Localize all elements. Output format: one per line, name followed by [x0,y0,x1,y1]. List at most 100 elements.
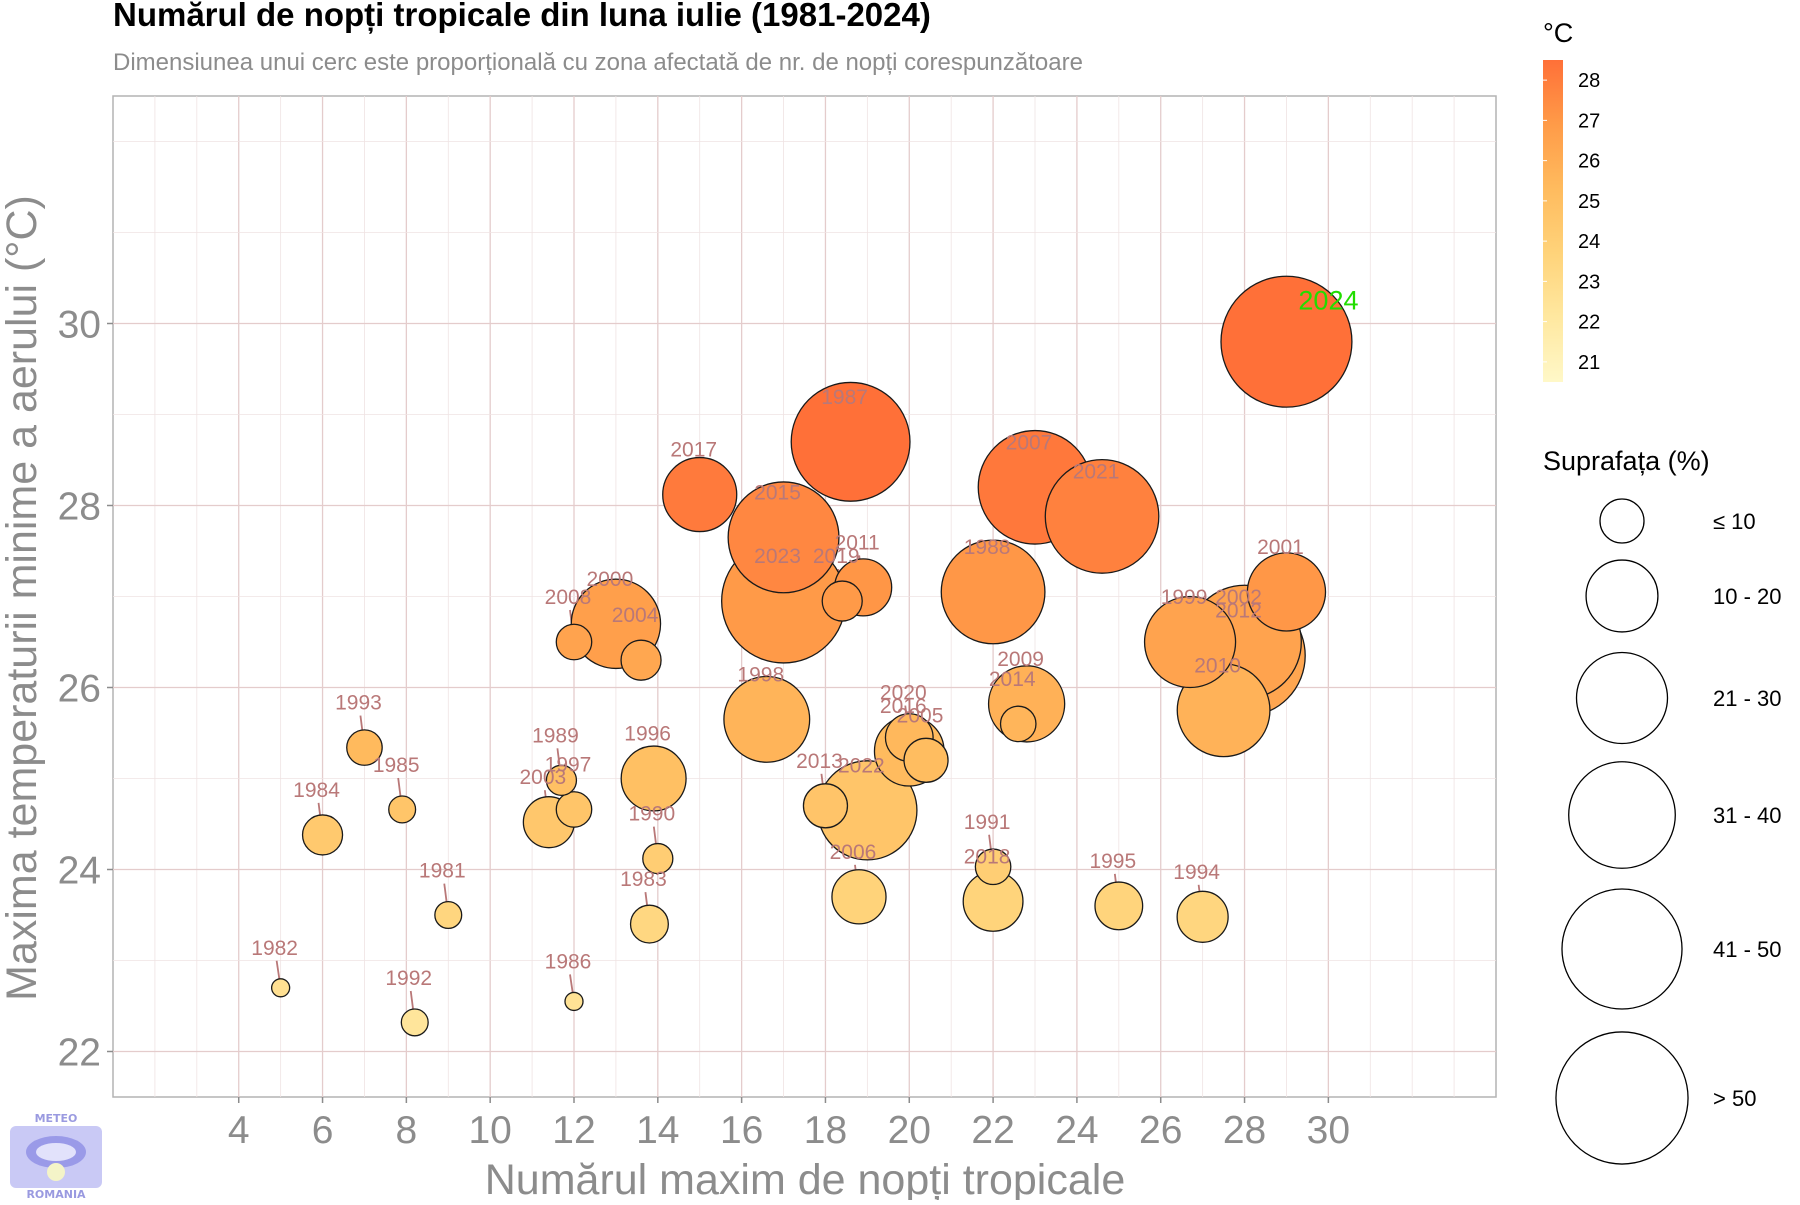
colorbar-label: 21 [1578,352,1600,374]
point-label-2004: 2004 [612,604,659,627]
point-label-1984: 1984 [293,779,340,802]
point-label-1998: 1998 [737,663,784,686]
size-legend-label: 41 - 50 [1713,937,1782,962]
x-tick-label: 6 [312,1109,334,1152]
point-label-1987: 1987 [821,386,868,409]
point-label-1989: 1989 [532,724,579,747]
point-label-2005: 2005 [897,704,944,727]
point-1992 [400,1008,429,1037]
color-legend-title: °C [1543,18,1573,48]
point-label-2017: 2017 [670,439,717,462]
point-label-1997: 1997 [545,753,592,776]
y-tick-label: 22 [58,1032,101,1075]
point-2017 [662,456,738,533]
x-tick-label: 28 [1223,1109,1266,1152]
x-tick-label: 22 [971,1109,1014,1152]
point-1997 [555,791,593,828]
size-legend-circle [1575,651,1669,745]
point-label-2019: 2019 [813,545,860,568]
point-label-2016: 2016 [880,695,927,718]
x-tick-label: 30 [1307,1109,1350,1152]
chart-title: Numărul de nopți tropicale din luna iuli… [113,0,931,34]
x-tick-label: 24 [1055,1109,1098,1152]
x-tick-label: 26 [1139,1109,1182,1152]
data-points [270,275,1353,1037]
point-1986 [564,991,584,1012]
point-label-2001: 2001 [1257,536,1304,559]
point-2013 [802,783,849,829]
point-1990 [642,842,674,875]
point-label-1996: 1996 [624,723,671,746]
point-2019 [821,580,863,622]
x-tick-label: 8 [396,1109,418,1152]
size-legend-circle [1561,888,1683,1010]
logo-bottom-text: ROMANIA [26,1188,86,1200]
logo-top-text: METEO [35,1112,78,1125]
point-label-2023: 2023 [754,545,801,568]
point-2005 [903,737,949,783]
point-2021 [1044,459,1160,574]
x-axis-label: Numărul maxim de nopți tropicale [485,1156,1126,1200]
point-2008 [555,623,593,661]
size-legend-circle [1555,1031,1689,1165]
colorbar-label: 26 [1578,151,1600,173]
y-tick-label: 28 [58,486,101,529]
point-2015 [727,481,840,594]
point-label-2003: 2003 [519,766,566,789]
y-tick-label: 26 [58,668,101,711]
point-1984 [301,814,344,856]
point-label-2020: 2020 [880,682,927,705]
x-tick-label: 12 [552,1109,595,1152]
point-1989 [545,764,578,796]
point-label-2009: 2009 [997,648,1044,671]
point-1985 [388,795,417,824]
point-label-1986: 1986 [545,950,592,973]
size-legend-label: ≤ 10 [1713,509,1756,534]
point-label-2002: 2002 [1215,586,1262,609]
point-label-2014: 2014 [989,668,1036,691]
point-2014 [999,705,1037,743]
point-label-1999: 1999 [1161,586,1208,609]
point-label-2022: 2022 [838,754,885,777]
point-1982 [270,978,291,998]
y-axis-label: Maxima temperaturii minime a aerului (°C… [0,195,46,1001]
point-label-1990: 1990 [628,803,675,826]
point-label-1993: 1993 [335,692,382,715]
size-legend-label: 10 - 20 [1713,584,1782,609]
colorbar-label: 22 [1578,312,1600,334]
point-label-1994: 1994 [1173,861,1220,884]
size-legend-title: Suprafața (%) [1543,446,1710,476]
point-labels: 1981 1982 1983 1984 1985 1986 1987 1988 1989 1990… [251,286,1358,990]
point-label-2010: 2010 [1194,654,1241,677]
point-label-1995: 1995 [1089,850,1136,873]
point-label-1992: 1992 [385,967,432,990]
point-2004 [620,639,662,681]
x-tick-label: 18 [804,1109,847,1152]
point-label-1991: 1991 [964,811,1011,834]
y-tick-label: 24 [58,850,101,893]
point-1995 [1094,881,1144,931]
point-label-2021: 2021 [1073,460,1120,483]
y-axis-ticks: 22 24 26 28 30 [58,304,113,1075]
point-label-2011: 2011 [835,531,880,554]
colorbar-labels: 28 27 26 25 24 23 22 21 [1543,70,1600,374]
colorbar [1543,60,1563,382]
colorbar-label: 25 [1578,191,1600,213]
point-1996 [620,745,687,812]
point-label-2000: 2000 [587,568,634,591]
point-1991 [974,848,1012,886]
size-legend-circle [1568,761,1676,869]
x-tick-label: 14 [636,1109,679,1152]
meteo-romania-logo: METEO ROMANIA [10,1112,102,1201]
point-1998 [723,675,811,763]
colorbar-label: 23 [1578,271,1600,293]
point-label-1988: 1988 [964,536,1011,559]
y-tick-label: 30 [58,304,101,347]
size-legend-label: 31 - 40 [1713,803,1782,828]
colorbar-label: 28 [1578,70,1600,92]
colorbar-label: 24 [1578,231,1600,253]
point-label-1983: 1983 [620,868,667,891]
point-label-2012: 2012 [1215,600,1262,623]
point-1981 [434,900,463,930]
